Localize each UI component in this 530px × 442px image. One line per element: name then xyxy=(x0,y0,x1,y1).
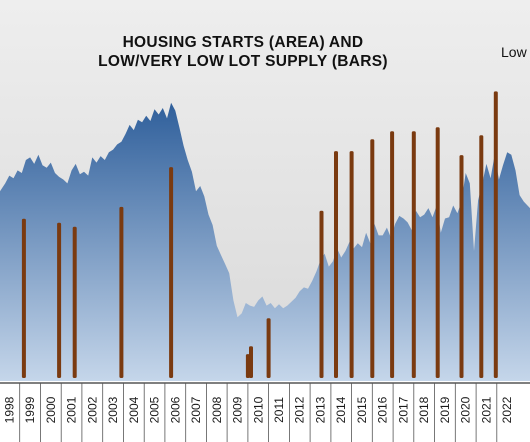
lot-supply-bar xyxy=(349,151,354,378)
x-tick-label: 2005 xyxy=(148,396,162,423)
x-tick-label: 2022 xyxy=(500,396,514,423)
x-tick-label: 2013 xyxy=(314,396,328,423)
lot-supply-bar xyxy=(119,206,124,378)
x-tick-label: 1999 xyxy=(23,396,37,423)
lot-supply-bar xyxy=(169,167,174,378)
x-tick-label: 2006 xyxy=(168,396,182,423)
x-tick-label: 2002 xyxy=(85,396,99,423)
x-tick-label: 2019 xyxy=(438,396,452,423)
x-tick-label: 1998 xyxy=(2,396,16,423)
x-tick-label: 2008 xyxy=(210,396,224,423)
x-tick-label: 2016 xyxy=(376,396,390,423)
lot-supply-bar xyxy=(459,155,464,378)
x-tick-label: 2004 xyxy=(127,396,141,423)
x-tick-label: 2015 xyxy=(355,396,369,423)
x-tick-label: 2020 xyxy=(459,396,473,423)
lot-supply-bar xyxy=(72,226,77,378)
lot-supply-bar xyxy=(411,131,416,378)
lot-supply-bar xyxy=(249,346,253,378)
lot-supply-bar xyxy=(266,318,271,378)
lot-supply-bar xyxy=(21,218,26,378)
lot-supply-bar xyxy=(435,127,440,378)
lot-supply-bar xyxy=(245,354,250,378)
lot-supply-bar xyxy=(479,135,484,378)
lot-supply-bar xyxy=(370,139,375,378)
x-tick-label: 2007 xyxy=(189,396,203,423)
x-tick-label: 2021 xyxy=(479,396,493,423)
x-tick-label: 2009 xyxy=(231,396,245,423)
x-tick-label: 2018 xyxy=(417,396,431,423)
lot-supply-bar xyxy=(493,91,498,379)
chart-title-line-1: HOUSING STARTS (AREA) AND xyxy=(123,34,364,51)
x-tick-label: 2011 xyxy=(272,397,286,423)
x-tick-label: 2014 xyxy=(334,396,348,423)
area-layer xyxy=(0,102,530,382)
lot-supply-bar xyxy=(57,222,62,378)
x-tick-label: 2001 xyxy=(65,396,79,423)
x-tick-label: 2003 xyxy=(106,396,120,423)
lot-supply-bar xyxy=(319,210,324,378)
bar-layer xyxy=(21,91,498,379)
chart-title-line-2: LOW/VERY LOW LOT SUPPLY (BARS) xyxy=(98,53,388,70)
x-axis: 1998 1999 2000 2001 2002 2003 2004 2005 2006 2007… xyxy=(0,382,530,442)
x-tick-label: 2000 xyxy=(44,396,58,423)
x-tick-label: 2017 xyxy=(397,396,411,423)
x-tick-label: 2010 xyxy=(251,396,265,423)
lot-supply-bar xyxy=(334,151,338,378)
housing-starts-area xyxy=(0,102,530,382)
annotation-label: Low xyxy=(501,44,528,60)
x-tick-label: 2012 xyxy=(293,396,307,423)
lot-supply-bar xyxy=(390,131,395,378)
